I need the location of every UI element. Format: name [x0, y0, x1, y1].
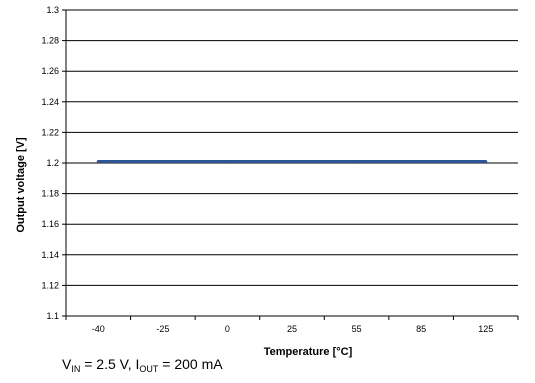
- x-tick-label-6: 125: [478, 324, 493, 334]
- y-tick-labels: 1.1 1.12 1.14 1.16 1.18 1.2 1.22 1.24 1.26 1.28 1.…: [41, 5, 59, 321]
- x-axis-title: Temperature [°C]: [264, 346, 353, 358]
- y-tick-label-4: 1.18: [41, 189, 59, 199]
- y-tick-label-1: 1.12: [41, 280, 59, 290]
- y-tick-label-3: 1.16: [41, 219, 59, 229]
- caption-v-subscript: IN: [71, 364, 81, 374]
- y-tick-label-7: 1.24: [41, 97, 59, 107]
- y-tick-label-0: 1.1: [46, 311, 59, 321]
- y-axis-title: Output voltage [V]: [15, 137, 27, 233]
- y-tick-label-8: 1.26: [41, 66, 59, 76]
- data-point-0-4: [355, 159, 359, 163]
- x-tick-label-0: -40: [92, 324, 105, 334]
- x-tick-label-4: 55: [352, 324, 362, 334]
- y-tick-label-5: 1.2: [46, 158, 59, 168]
- x-tick-label-3: 25: [287, 324, 297, 334]
- data-point-0-6: [484, 159, 488, 163]
- gridlines: [62, 9, 518, 317]
- data-point-0-5: [419, 159, 423, 163]
- caption-i-symbol: I: [135, 356, 140, 372]
- series-layer: [96, 159, 488, 163]
- x-tick-label-5: 85: [416, 324, 426, 334]
- data-point-0-0: [96, 159, 100, 163]
- caption-v-symbol: V: [62, 356, 72, 372]
- caption-v-value: = 2.5 V,: [80, 356, 136, 372]
- data-point-0-2: [225, 159, 229, 163]
- conditions-caption: VIN = 2.5 V, IOUT = 200 mA: [62, 356, 223, 374]
- y-tick-label-6: 1.22: [41, 127, 59, 137]
- caption-i-value: = 200 mA: [158, 356, 223, 372]
- x-tick-labels: -40 -25 0 25 55 85 125: [65, 316, 519, 334]
- data-point-0-1: [161, 159, 165, 163]
- data-point-0-3: [290, 159, 294, 163]
- y-tick-label-9: 1.28: [41, 36, 59, 46]
- y-tick-label-10: 1.3: [46, 5, 59, 15]
- x-tick-label-1: -25: [156, 324, 169, 334]
- y-tick-label-2: 1.14: [41, 250, 59, 260]
- caption-i-subscript: OUT: [139, 364, 159, 374]
- x-tick-label-2: 0: [225, 324, 230, 334]
